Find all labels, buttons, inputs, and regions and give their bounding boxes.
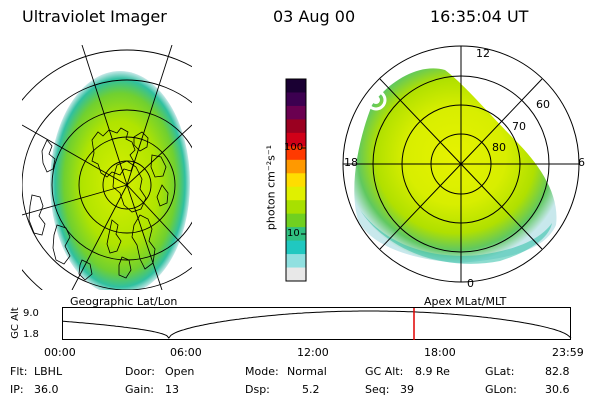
colorbar-cell	[286, 79, 306, 93]
time-tick-2359: 23:59	[552, 346, 584, 359]
colorbar-cell	[286, 105, 306, 120]
colorbar-cell	[286, 254, 306, 269]
mlat-label-80: 80	[492, 141, 506, 154]
mlat-label-70: 70	[512, 120, 526, 133]
apex-auroral-image	[342, 45, 580, 283]
glat-value: 82.8	[545, 365, 570, 378]
flt-label: Flt:	[10, 365, 28, 378]
mode-value: Normal	[287, 365, 327, 378]
door-value: Open	[165, 365, 195, 378]
colorbar-cell	[286, 240, 306, 255]
seq-label: Seq:	[365, 383, 390, 396]
altitude-tick-max: 9.0	[23, 308, 39, 319]
colorbar-cell	[286, 213, 306, 228]
gcalt-value: 8.9 Re	[415, 365, 450, 378]
intensity-colorbar	[285, 78, 307, 282]
gcalt-label: GC Alt:	[365, 365, 404, 378]
mlat-label-60: 60	[536, 98, 550, 111]
colorbar-cell	[286, 159, 306, 174]
colorbar-cell	[286, 92, 306, 107]
altitude-plot-frame	[62, 307, 571, 340]
magnetic-grid	[342, 45, 580, 283]
auroral-oval	[354, 68, 557, 264]
time-tick-0000: 00:00	[44, 346, 76, 359]
colorbar-cell	[286, 132, 306, 147]
colorbar-cell	[286, 200, 306, 215]
glat-label: GLat:	[485, 365, 515, 378]
altitude-curve	[62, 310, 572, 339]
flt-value: LBHL	[34, 365, 63, 378]
altitude-plot	[62, 307, 572, 340]
gain-value: 13	[165, 383, 179, 396]
time-label: 16:35:04 UT	[430, 7, 529, 26]
colorbar-cell	[286, 186, 306, 201]
geographic-panel-label: Geographic Lat/Lon	[70, 295, 178, 308]
colorbar-units-label: photon cm⁻²s⁻¹	[264, 144, 278, 231]
colorbar-cell	[286, 119, 306, 134]
instrument-title: Ultraviolet Imager	[22, 7, 167, 26]
seq-value: 39	[400, 383, 414, 396]
time-tick-1800: 18:00	[424, 346, 456, 359]
colorbar-scale	[286, 79, 306, 282]
time-tick-0600: 06:00	[170, 346, 202, 359]
mode-label: Mode:	[245, 365, 279, 378]
colorbar-tick-100: 100	[284, 142, 304, 153]
time-tick-1200: 12:00	[297, 346, 329, 359]
mlt-label-6: 6	[578, 156, 585, 169]
colorbar-cell	[286, 173, 306, 188]
glon-value: 30.6	[545, 383, 570, 396]
colorbar-cell	[286, 227, 306, 242]
mlt-label-0: 0	[467, 277, 474, 290]
date-label: 03 Aug 00	[273, 7, 356, 26]
colorbar-tick-10: 10	[287, 228, 300, 239]
dsp-label: Dsp:	[245, 383, 270, 396]
dsp-value: 5.2	[302, 383, 320, 396]
ip-value: 36.0	[34, 383, 59, 396]
glon-label: GLon:	[485, 383, 517, 396]
colorbar-cell	[286, 146, 306, 161]
geographic-auroral-image	[22, 45, 192, 290]
altitude-tick-min: 1.8	[23, 329, 39, 340]
ip-label: IP:	[10, 383, 24, 396]
gain-label: Gain:	[125, 383, 154, 396]
geographic-grid	[22, 45, 192, 290]
apex-panel-label: Apex MLat/MLT	[424, 295, 507, 308]
mlt-label-18: 18	[344, 156, 358, 169]
colorbar-cell	[286, 267, 306, 282]
mlt-label-12: 12	[476, 47, 490, 60]
door-label: Door:	[125, 365, 155, 378]
altitude-axis-label: GC Alt	[10, 307, 21, 339]
coastlines	[28, 127, 169, 281]
